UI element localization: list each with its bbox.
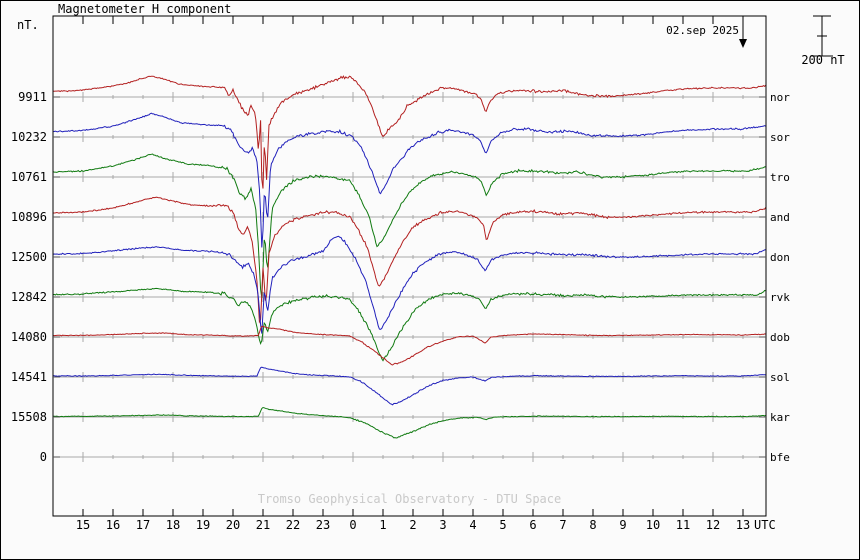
x-axis-label: 1: [379, 518, 387, 532]
trace-dob: [53, 325, 766, 366]
station-label-dob: dob: [770, 331, 790, 344]
x-axis-label: 10: [645, 518, 661, 532]
y-axis-label: 14541: [10, 370, 47, 384]
x-axis-label: 23: [315, 518, 331, 532]
x-axis-label: 4: [469, 518, 477, 532]
x-axis-label: 2: [409, 518, 417, 532]
trace-don: [52, 235, 766, 334]
y-axis-label: 9911: [18, 90, 47, 104]
x-axis-label: 16: [105, 518, 121, 532]
x-axis-label: 5: [499, 518, 507, 532]
station-label-sor: sor: [770, 131, 790, 144]
x-axis-label: 20: [225, 518, 241, 532]
station-label-don: don: [770, 251, 790, 264]
y-axis-label: 15508: [10, 410, 47, 424]
plot-frame: [52, 15, 767, 517]
x-axis-label: 9: [619, 518, 627, 532]
scalebar-label: 200 nT: [801, 53, 845, 67]
page-title: Magnetometer H component: [58, 2, 232, 16]
date-label: 02.sep 2025: [666, 24, 739, 37]
trace-rvk: [52, 287, 766, 362]
y-axis-unit-label: nT.: [17, 18, 39, 32]
station-label-and: and: [770, 211, 790, 224]
y-axis-label: 12842: [10, 290, 47, 304]
x-axis-label: 21: [255, 518, 271, 532]
x-axis-label: 0: [349, 518, 357, 532]
x-axis-label: 15: [75, 518, 91, 532]
station-label-tro: tro: [770, 171, 790, 184]
trace-and: [53, 196, 767, 324]
time-arrow-icon: [739, 39, 747, 48]
x-axis-label: 8: [589, 518, 597, 532]
y-axis-label: 0: [39, 450, 47, 464]
x-axis-label: 19: [195, 518, 211, 532]
trace-tro: [52, 153, 766, 299]
trace-kar: [52, 406, 766, 439]
trace-nor: [52, 75, 767, 189]
trace-sol: [53, 366, 766, 406]
station-label-kar: kar: [770, 411, 790, 424]
station-label-rvk: rvk: [770, 291, 790, 304]
x-axis-label: 11: [675, 518, 691, 532]
x-axis-label: 13: [735, 518, 751, 532]
station-label-nor: nor: [770, 91, 790, 104]
watermark-text: Tromso Geophysical Observatory - DTU Spa…: [257, 492, 562, 506]
y-axis-label: 10761: [10, 170, 47, 184]
y-axis-label: 14080: [10, 330, 47, 344]
utc-label: UTC: [754, 518, 776, 532]
x-axis-label: 12: [705, 518, 721, 532]
y-axis-label: 10896: [10, 210, 47, 224]
x-axis-label: 3: [439, 518, 447, 532]
trace-sor: [52, 112, 766, 248]
y-axis-label: 10232: [10, 130, 47, 144]
y-axis-label: 12500: [10, 250, 47, 264]
x-axis-label: 7: [559, 518, 567, 532]
station-label-sol: sol: [770, 371, 790, 384]
x-axis-label: 22: [285, 518, 301, 532]
station-label-bfe: bfe: [770, 451, 790, 464]
x-axis-label: 17: [135, 518, 151, 532]
x-axis-label: 6: [529, 518, 537, 532]
x-axis-label: 18: [165, 518, 181, 532]
